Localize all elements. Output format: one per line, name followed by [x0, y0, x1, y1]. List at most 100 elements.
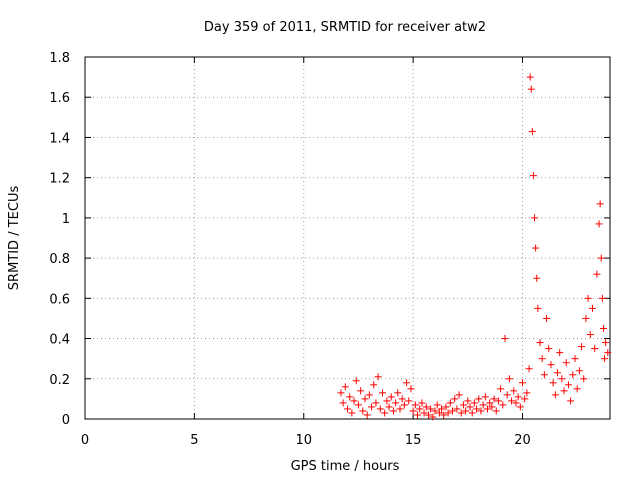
y-tick-label: 0.4 [49, 333, 70, 348]
data-point [416, 405, 424, 413]
data-point [451, 395, 459, 403]
data-point [409, 407, 417, 415]
data-point [405, 397, 413, 405]
data-point [473, 405, 481, 413]
data-point [440, 411, 448, 419]
data-point [484, 405, 491, 413]
data-point [348, 409, 356, 417]
data-point [525, 365, 533, 373]
data-point [578, 343, 586, 351]
data-point [446, 399, 454, 407]
data-point [488, 403, 496, 411]
data-point [560, 387, 568, 395]
data-point [593, 270, 601, 278]
data-point [519, 379, 526, 387]
data-point [562, 359, 570, 367]
data-point [398, 395, 406, 403]
data-point [564, 381, 572, 389]
chart-title: Day 359 of 2011, SRMTID for receiver atw… [204, 20, 486, 35]
data-point [569, 371, 577, 379]
data-point [435, 409, 443, 417]
data-point [529, 172, 537, 180]
data-point [396, 405, 404, 413]
data-point [365, 391, 373, 399]
data-point [497, 385, 505, 393]
data-point [481, 393, 489, 401]
data-point [601, 355, 609, 363]
data-point [418, 399, 426, 407]
data-point [361, 395, 369, 403]
data-point [526, 73, 534, 81]
data-point [494, 397, 502, 405]
data-point [392, 399, 400, 407]
grid [85, 57, 610, 419]
data-point [571, 355, 579, 363]
data-point [538, 355, 546, 363]
data-point [449, 407, 456, 415]
data-point [486, 399, 494, 407]
data-point [424, 411, 432, 419]
data-point [503, 391, 511, 399]
data-point [442, 403, 450, 411]
data-point [556, 349, 564, 357]
data-point [589, 304, 596, 312]
data-point [602, 339, 610, 347]
data-point [352, 377, 360, 385]
data-point [387, 393, 395, 401]
data-point [547, 361, 555, 369]
data-point [381, 409, 389, 417]
x-tick-label: 10 [295, 433, 312, 448]
data-point [533, 274, 541, 282]
data-point [545, 345, 553, 353]
data-point [501, 335, 509, 343]
data-point [499, 401, 507, 409]
data-point [534, 304, 542, 312]
data-point [567, 397, 575, 405]
data-point [453, 405, 461, 413]
data-point [510, 387, 518, 395]
data-point [528, 127, 536, 135]
data-point [591, 345, 599, 353]
data-point [374, 373, 382, 381]
data-point [527, 85, 535, 93]
data-point [376, 405, 384, 413]
data-point [468, 409, 476, 417]
data-point [523, 389, 531, 397]
data-point [464, 397, 472, 405]
data-point [363, 411, 371, 419]
data-point [466, 403, 474, 411]
data-point [420, 409, 428, 417]
y-axis-label: SRMTID / TECUs [7, 186, 22, 291]
data-point [368, 403, 376, 411]
data-point [543, 314, 551, 322]
data-point [379, 389, 386, 397]
data-point [459, 401, 467, 409]
data-point [411, 401, 419, 409]
data-point [357, 387, 365, 395]
data-point [514, 393, 522, 401]
data-point [400, 401, 408, 409]
data-point [582, 314, 590, 322]
data-point [389, 407, 397, 415]
data-point [554, 369, 561, 377]
data-point [385, 403, 393, 411]
data-point [475, 395, 483, 403]
data-point [479, 401, 487, 409]
data-point [383, 397, 391, 405]
data-point [429, 413, 437, 421]
data-point [422, 403, 430, 411]
data-point [372, 399, 380, 407]
x-tick-label: 20 [514, 433, 531, 448]
x-tick-label: 0 [81, 433, 89, 448]
data-point [350, 397, 358, 405]
data-point [551, 391, 559, 399]
data-point [492, 407, 500, 415]
x-axis-label: GPS time / hours [291, 459, 400, 474]
data-point [455, 391, 463, 399]
data-point [403, 379, 411, 387]
data-point [359, 407, 367, 415]
y-tick-label: 1 [62, 212, 70, 227]
data-point [516, 403, 524, 411]
y-tick-label: 1.2 [49, 172, 70, 187]
data-point [477, 407, 485, 415]
